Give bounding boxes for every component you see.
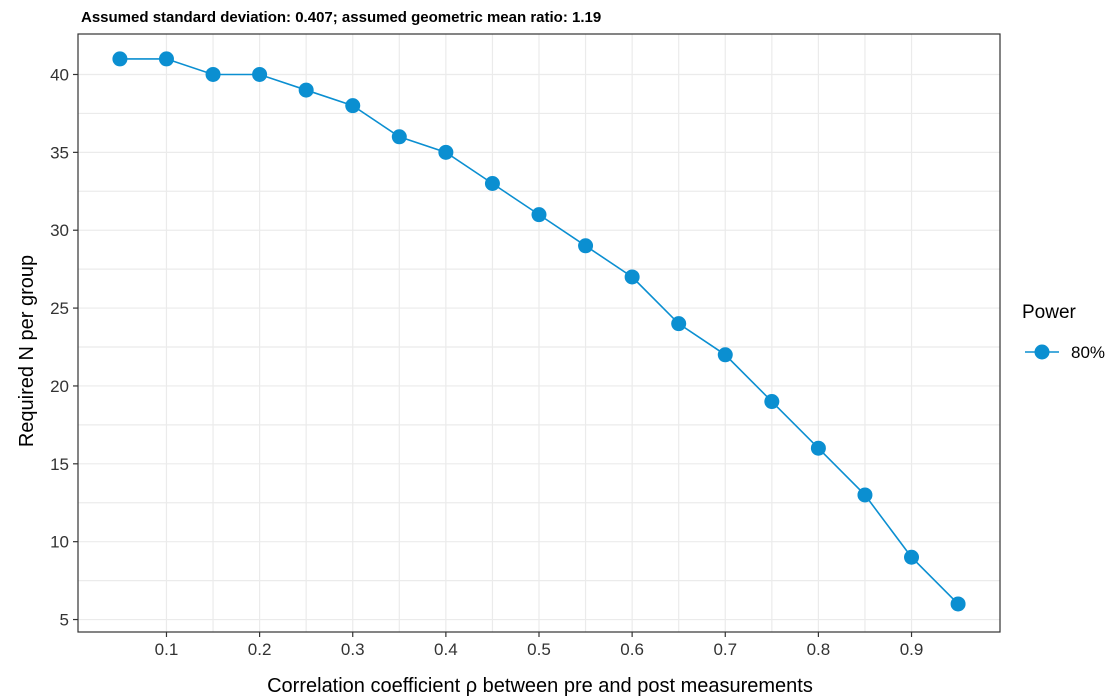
x-tick-label: 0.2 [248,640,272,659]
y-tick-label: 35 [50,143,69,162]
data-point [438,144,454,160]
y-tick-label: 20 [50,377,69,396]
legend-key-point [1034,344,1050,360]
data-point [578,238,594,254]
data-point [252,66,268,82]
y-tick-label: 25 [50,299,69,318]
legend: Power 80% [1022,302,1105,362]
data-point [391,129,407,145]
y-tick-label: 40 [50,65,69,84]
x-tick-label: 0.1 [155,640,179,659]
legend-label-80: 80% [1071,343,1105,362]
axis-ticks: 0.1 0.2 0.3 0.4 0.5 0.6 0.7 0.8 0.9 5 10 15 20 25 30 35… [50,65,923,659]
data-point [158,51,174,67]
data-point [717,347,733,363]
gridlines [78,34,1000,632]
data-point [205,66,221,82]
data-point [624,269,640,285]
y-tick-label: 5 [60,611,69,630]
data-point [950,596,966,612]
data-point [298,82,314,98]
y-tick-label: 30 [50,221,69,240]
x-tick-label: 0.7 [713,640,737,659]
chart-title: Assumed standard deviation: 0.407; assum… [81,9,601,26]
x-tick-label: 0.8 [807,640,831,659]
y-tick-label: 15 [50,455,69,474]
data-point [904,549,920,565]
y-axis-title: Required N per group [16,255,38,447]
x-tick-label: 0.3 [341,640,365,659]
data-point [531,207,547,223]
x-tick-label: 0.4 [434,640,458,659]
data-point [857,487,873,503]
data-point [484,176,500,191]
x-tick-label: 0.5 [527,640,551,659]
data-point [671,316,687,332]
x-tick-label: 0.9 [900,640,924,659]
data-point [810,440,826,456]
legend-title: Power [1022,302,1077,323]
x-axis-title: Correlation coefficient ρ between pre an… [267,675,813,697]
y-tick-label: 10 [50,533,69,552]
x-tick-label: 0.6 [620,640,644,659]
data-point [345,98,361,114]
data-point [764,394,780,410]
data-point [112,51,128,67]
series-layer [112,51,966,612]
